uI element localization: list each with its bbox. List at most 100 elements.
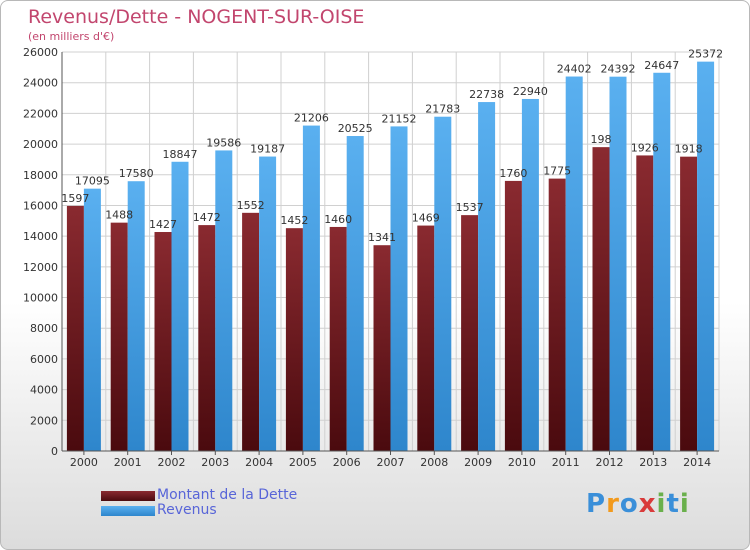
data-label-dette: 1926	[631, 141, 659, 154]
bar-revenus	[697, 61, 715, 451]
bar-dette	[285, 228, 303, 451]
x-tick-label: 2011	[552, 456, 580, 469]
data-label-revenus: 19586	[206, 136, 241, 149]
data-label-revenus: 22940	[513, 85, 548, 98]
logo-letter: i	[656, 489, 667, 519]
data-label-dette: 1460	[324, 213, 352, 226]
x-tick-label: 2006	[333, 456, 361, 469]
x-tick-label: 2005	[289, 456, 317, 469]
y-tick-label: 26000	[23, 46, 58, 59]
data-label-revenus: 20525	[338, 122, 373, 135]
y-tick-label: 12000	[23, 261, 58, 274]
bar-dette	[110, 222, 128, 451]
bar-revenus	[609, 76, 627, 452]
data-label-dette: 1918	[675, 143, 703, 156]
bar-dette	[636, 155, 654, 451]
bar-revenus	[478, 102, 496, 452]
data-label-dette: 1760	[499, 167, 527, 180]
data-label-revenus: 21206	[294, 112, 329, 125]
bar-revenus	[83, 188, 101, 451]
data-label-dette: 1775	[543, 165, 571, 178]
bar-revenus	[653, 72, 671, 452]
y-tick-label: 16000	[23, 199, 58, 212]
bar-revenus	[127, 181, 145, 452]
bar-dette	[154, 232, 172, 451]
data-label-dette: 1452	[280, 214, 308, 227]
bar-dette	[373, 245, 391, 451]
bar-revenus	[434, 116, 452, 452]
x-tick-label: 2014	[683, 456, 711, 469]
legend-swatch-revenus	[101, 506, 155, 516]
data-label-revenus: 17095	[75, 175, 110, 188]
bar-dette	[680, 156, 698, 451]
data-label-revenus: 21783	[425, 103, 460, 116]
bar-dette	[242, 212, 260, 451]
chart-title: Revenus/Dette - NOGENT-SUR-OISE	[28, 6, 365, 28]
data-label-revenus: 18847	[163, 148, 198, 161]
y-tick-label: 6000	[30, 353, 58, 366]
bar-dette	[461, 215, 479, 451]
data-label-revenus: 17580	[119, 167, 154, 180]
y-tick-label: 4000	[30, 384, 58, 397]
logo-letter: t	[666, 489, 680, 519]
bar-revenus	[215, 150, 233, 451]
bar-revenus	[565, 76, 583, 451]
data-label-dette: 1597	[61, 192, 89, 205]
x-tick-label: 2010	[508, 456, 536, 469]
data-label-revenus: 21152	[382, 112, 417, 125]
data-label-revenus: 24402	[557, 63, 592, 76]
data-label-dette: 1537	[456, 201, 484, 214]
chart-subtitle: (en milliers d'€)	[28, 30, 115, 43]
data-label-revenus: 19187	[250, 143, 285, 156]
bar-dette	[66, 205, 84, 451]
bar-dette	[198, 225, 216, 451]
y-tick-label: 24000	[23, 77, 58, 90]
bar-dette	[548, 178, 566, 451]
data-label-revenus: 25372	[688, 48, 723, 61]
x-tick-label: 2012	[596, 456, 624, 469]
logo-letter: P	[586, 489, 607, 519]
legend-label-dette: Montant de la Dette	[157, 487, 298, 503]
x-tick-label: 2001	[114, 456, 142, 469]
data-label-dette: 1488	[105, 209, 133, 222]
y-tick-label: 8000	[30, 322, 58, 335]
data-label-revenus: 24392	[601, 63, 636, 76]
data-label-dette: 1427	[149, 218, 177, 231]
bar-revenus	[390, 126, 408, 451]
logo-letter: i	[679, 489, 690, 519]
data-label-dette: 1472	[193, 211, 221, 224]
logo-letter: r	[606, 489, 620, 519]
bar-dette	[417, 225, 435, 451]
y-tick-label: 14000	[23, 230, 58, 243]
bar-dette	[504, 180, 522, 451]
bar-revenus	[171, 161, 189, 451]
legend-label-revenus: Revenus	[157, 502, 217, 518]
data-label-dette: 1341	[368, 231, 396, 244]
data-label-dette: 198	[591, 133, 612, 146]
legend-swatch-dette	[101, 491, 155, 501]
x-tick-label: 2000	[70, 456, 98, 469]
bar-dette	[592, 147, 610, 451]
bar-revenus	[346, 136, 364, 451]
y-tick-label: 2000	[30, 414, 58, 427]
y-tick-label: 22000	[23, 107, 58, 120]
x-tick-label: 2002	[158, 456, 186, 469]
y-tick-label: 18000	[23, 169, 58, 182]
bar-revenus	[521, 98, 539, 451]
x-tick-label: 2009	[464, 456, 492, 469]
x-tick-label: 2008	[420, 456, 448, 469]
y-tick-label: 10000	[23, 292, 58, 305]
bar-chart: 0 2000 4000 6000 8000 10000 12000 14000 16000 180…	[23, 46, 723, 469]
data-label-revenus: 22738	[469, 88, 504, 101]
data-label-revenus: 24647	[644, 59, 679, 72]
x-tick-label: 2007	[377, 456, 405, 469]
data-label-dette: 1552	[237, 199, 265, 212]
data-label-dette: 1469	[412, 212, 440, 225]
x-tick-label: 2013	[639, 456, 667, 469]
logo-letter: x	[638, 489, 657, 519]
x-tick-label: 2003	[201, 456, 229, 469]
logo-letter: o	[619, 489, 639, 519]
y-tick-label: 20000	[23, 138, 58, 151]
bar-revenus	[302, 125, 320, 451]
